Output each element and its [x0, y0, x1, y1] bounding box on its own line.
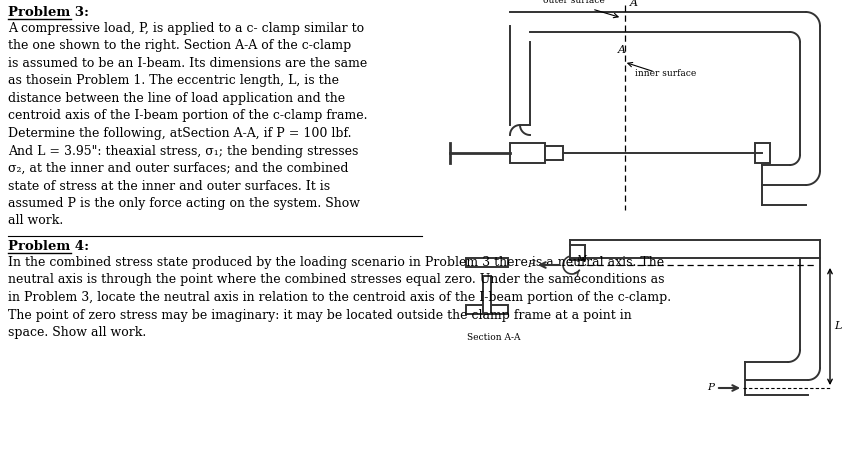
Text: in Problem 3, locate the neutral axis in relation to the centroid axis of the I-: in Problem 3, locate the neutral axis in…: [8, 291, 671, 304]
Text: A: A: [630, 0, 638, 8]
Text: Section A-A: Section A-A: [467, 333, 520, 342]
Text: Determine the following, atSection A-A, if P = 100 lbf.: Determine the following, atSection A-A, …: [8, 127, 351, 140]
Text: And L = 3.95": theaxial stress, σ₁; the bending stresses: And L = 3.95": theaxial stress, σ₁; the …: [8, 144, 359, 158]
Bar: [545, 146, 563, 160]
Text: assumed P is the only force acting on the system. Show: assumed P is the only force acting on th…: [8, 197, 360, 210]
Text: F: F: [527, 260, 535, 269]
Text: In the combined stress state produced by the loading scenario in Problem 3 there: In the combined stress state produced by…: [8, 256, 664, 269]
Text: Problem 4:: Problem 4:: [8, 240, 89, 253]
Text: all work.: all work.: [8, 214, 63, 228]
Text: is assumed to be an I-beam. Its dimensions are the same: is assumed to be an I-beam. Its dimensio…: [8, 57, 367, 70]
Text: as thosein Problem 1. The eccentric length, L, is the: as thosein Problem 1. The eccentric leng…: [8, 75, 339, 88]
Text: distance between the line of load application and the: distance between the line of load applic…: [8, 92, 345, 105]
Text: inner surface: inner surface: [635, 69, 696, 78]
Text: the one shown to the right. Section A-A of the c-clamp: the one shown to the right. Section A-A …: [8, 40, 351, 53]
Bar: [483, 276, 491, 314]
Text: space. Show all work.: space. Show all work.: [8, 326, 146, 339]
Text: P: P: [707, 383, 714, 392]
Text: A compressive load, P, is applied to a c- clamp similar to: A compressive load, P, is applied to a c…: [8, 22, 364, 35]
Text: M: M: [576, 255, 586, 264]
Text: state of stress at the inner and outer surfaces. It is: state of stress at the inner and outer s…: [8, 179, 330, 193]
Text: σ₂, at the inner and outer surfaces; and the combined: σ₂, at the inner and outer surfaces; and…: [8, 162, 349, 175]
Text: The point of zero stress may be imaginary: it may be located outside the clamp f: The point of zero stress may be imaginar…: [8, 308, 632, 322]
Text: Problem 3:: Problem 3:: [8, 6, 89, 19]
Text: A: A: [618, 45, 626, 55]
Bar: [466, 305, 508, 314]
Bar: [466, 258, 508, 267]
Text: centroid axis of the I-beam portion of the c-clamp frame.: centroid axis of the I-beam portion of t…: [8, 110, 367, 123]
Text: L: L: [834, 321, 842, 331]
Text: outer surface: outer surface: [543, 0, 605, 5]
Bar: [755, 143, 770, 163]
Bar: [510, 143, 545, 163]
Text: neutral axis is through the point where the combined stresses equal zero. Under : neutral axis is through the point where …: [8, 273, 664, 287]
